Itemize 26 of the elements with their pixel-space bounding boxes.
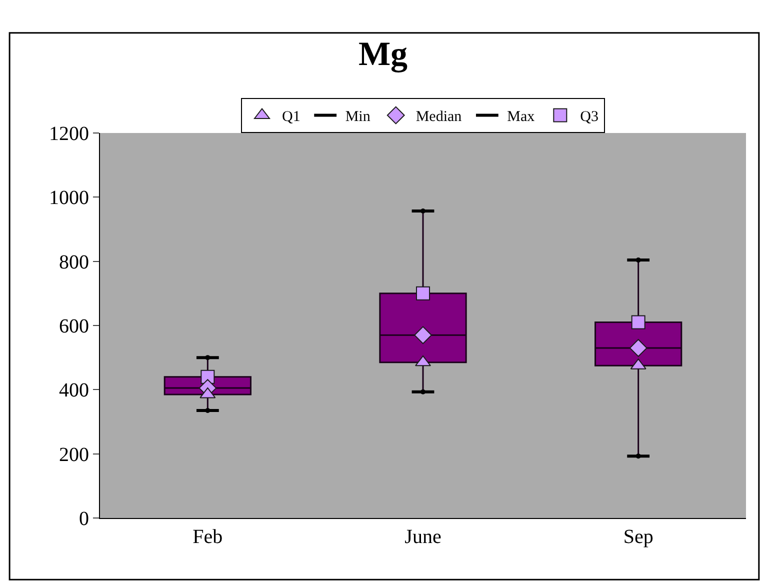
point	[205, 408, 210, 414]
legend-label: Q1	[282, 109, 300, 126]
y-tick-label: 400	[59, 380, 89, 402]
y-tick-label: 800	[59, 251, 89, 274]
point	[631, 315, 646, 330]
legend-label: Max	[507, 109, 536, 126]
point	[414, 326, 432, 344]
x-tick-label: June	[404, 526, 442, 548]
legend-label: Median	[416, 109, 462, 126]
point	[629, 339, 648, 357]
point	[416, 286, 430, 300]
point	[420, 208, 426, 214]
y-tick-label: 0	[79, 508, 89, 530]
y-tick-label: 1000	[49, 187, 89, 210]
y-tick-label: 1200	[49, 123, 89, 145]
y-tick-label: 600	[59, 316, 89, 338]
y-tick-label: 200	[59, 444, 89, 466]
point	[205, 355, 210, 360]
x-tick-label: Feb	[192, 526, 223, 548]
chart-title: Mg	[358, 36, 408, 73]
point	[420, 389, 426, 394]
x-tick-label: Sep	[623, 526, 654, 548]
legend-label: Min	[345, 109, 371, 126]
point	[636, 258, 641, 263]
point	[636, 454, 641, 459]
legend-label: Q3	[580, 109, 599, 126]
